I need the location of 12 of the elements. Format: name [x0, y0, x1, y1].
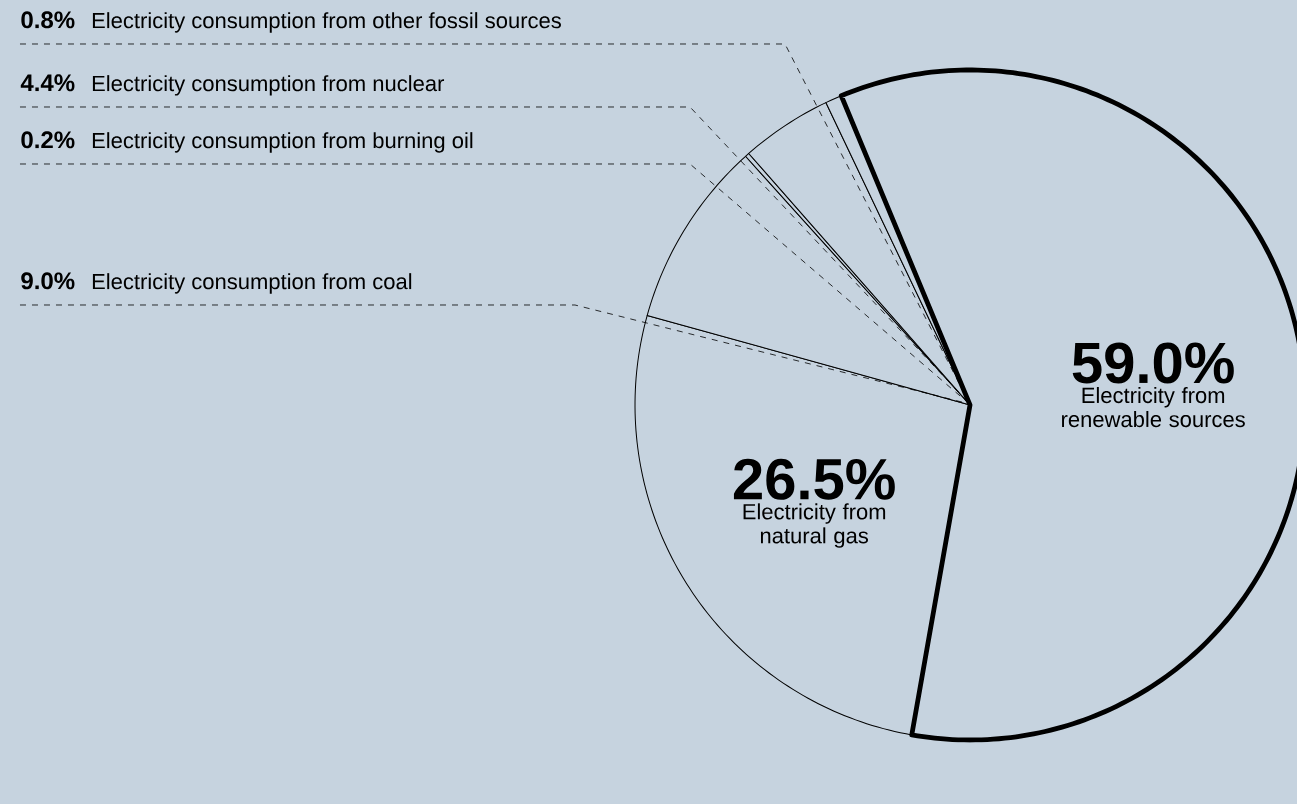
- data-label: 0.8%: [21, 11, 75, 29]
- data-label: 59.0%: [1072, 342, 1234, 384]
- data-label: 4.4%: [20, 74, 75, 92]
- data-label: 26.5%: [733, 458, 895, 500]
- slice-label: Electricity from natural gas: [743, 503, 886, 548]
- slice-label: Electricity from renewable sources: [1062, 387, 1245, 428]
- slice-label: Electricity consumption from burning oil: [92, 132, 473, 153]
- data-label: 0.2%: [21, 131, 75, 149]
- slice-label: Electricity consumption from other fossil sources: [92, 12, 561, 33]
- data-label: 9.0%: [21, 272, 75, 290]
- slice-label: Electricity consumption from nuclear: [92, 75, 445, 96]
- slice-label: Electricity consumption from coal: [92, 273, 412, 294]
